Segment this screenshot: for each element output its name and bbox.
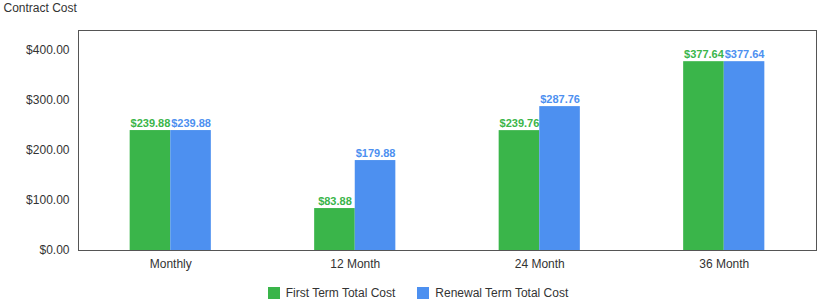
svg-text:24 Month: 24 Month	[515, 257, 565, 271]
svg-text:36 Month: 36 Month	[699, 257, 749, 271]
svg-text:$100.00: $100.00	[26, 193, 70, 207]
svg-text:Monthly: Monthly	[150, 257, 192, 271]
svg-text:$200.00: $200.00	[26, 143, 70, 157]
html-text:Renewal Term Total Cost: Renewal Term Total Cost	[435, 286, 569, 300]
svg-text:$300.00: $300.00	[26, 93, 70, 107]
svg-text:$377.64: $377.64	[684, 48, 725, 60]
svg-text:12 Month: 12 Month	[330, 257, 380, 271]
svg-text:$239.76: $239.76	[500, 117, 540, 129]
html-text:First Term Total Cost: First Term Total Cost	[285, 286, 396, 300]
svg-text:$83.88: $83.88	[318, 195, 352, 207]
svg-text:$0.00: $0.00	[39, 243, 69, 257]
svg-text:$239.88: $239.88	[131, 117, 171, 129]
svg-text:$287.76: $287.76	[540, 93, 580, 105]
svg-text:Contract Cost: Contract Cost	[4, 1, 78, 15]
svg-text:$377.64: $377.64	[725, 48, 766, 60]
svg-text:$400.00: $400.00	[26, 43, 70, 57]
svg-text:$239.88: $239.88	[171, 117, 211, 129]
svg-text:$179.88: $179.88	[356, 147, 396, 159]
